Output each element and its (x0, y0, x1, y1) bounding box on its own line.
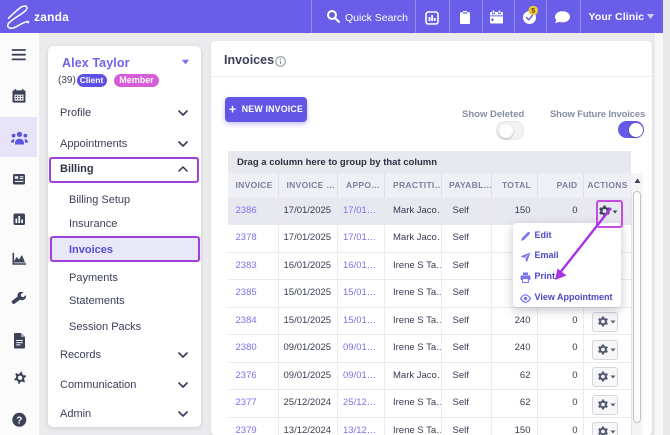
svg-text:5: 5 (531, 8, 535, 15)
svg-text:?: ? (16, 415, 22, 426)
